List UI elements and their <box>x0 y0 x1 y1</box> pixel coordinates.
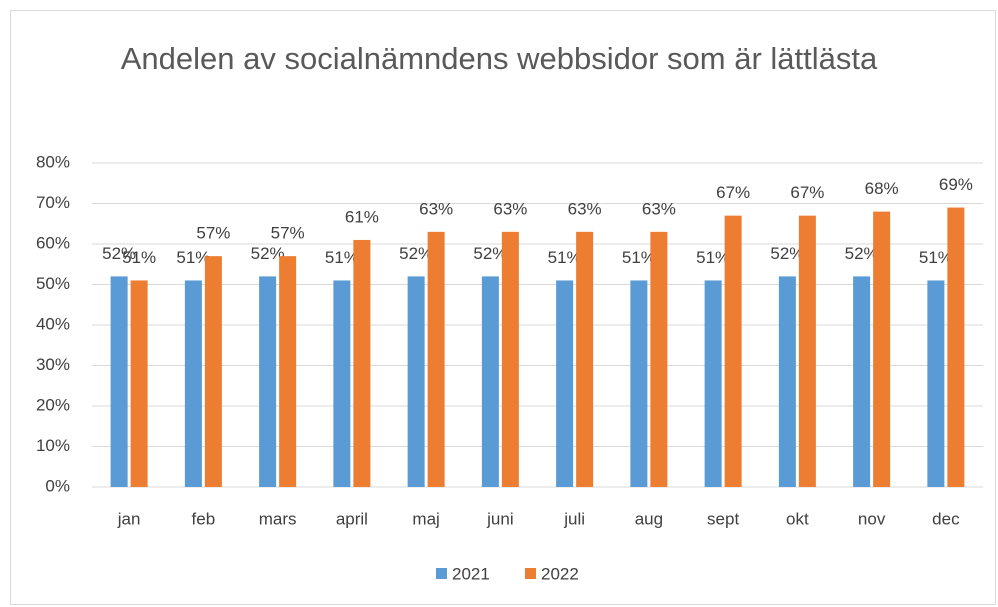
data-label: 52% <box>473 244 507 263</box>
data-label: 51% <box>548 248 582 267</box>
bar <box>279 256 297 487</box>
bar <box>501 231 519 487</box>
x-tick-label: juni <box>486 509 513 528</box>
bar <box>798 215 816 487</box>
data-label: 57% <box>271 224 305 243</box>
legend-swatch <box>436 568 447 579</box>
y-tick-label: 0% <box>45 476 70 495</box>
x-tick-label: juli <box>563 509 585 528</box>
bar <box>650 231 668 487</box>
bar <box>427 231 445 487</box>
y-tick-label: 20% <box>36 395 70 414</box>
data-label: 57% <box>196 224 230 243</box>
x-tick-label: dec <box>932 509 960 528</box>
data-label: 52% <box>102 244 136 263</box>
bar <box>947 207 965 488</box>
data-label: 51% <box>696 248 730 267</box>
data-label: 67% <box>790 183 824 202</box>
data-label: 51% <box>122 248 156 267</box>
bar <box>333 280 351 487</box>
x-tick-label: sept <box>707 509 739 528</box>
x-tick-label: feb <box>192 509 216 528</box>
bar <box>130 280 148 487</box>
bar <box>353 239 371 487</box>
y-tick-label: 50% <box>36 274 70 293</box>
data-label: 68% <box>865 179 899 198</box>
bar <box>873 211 891 487</box>
y-tick-label: 10% <box>36 436 70 455</box>
bar <box>259 276 277 487</box>
data-label: 51% <box>622 248 656 267</box>
bar <box>778 276 796 487</box>
data-label: 52% <box>770 244 804 263</box>
bar <box>184 280 202 487</box>
data-label: 52% <box>251 244 285 263</box>
bar <box>853 276 871 487</box>
bar <box>481 276 499 487</box>
data-label: 52% <box>845 244 879 263</box>
bar <box>576 231 594 487</box>
y-tick-label: 30% <box>36 355 70 374</box>
data-label: 67% <box>716 183 750 202</box>
y-tick-label: 80% <box>36 152 70 171</box>
chart-title: Andelen av socialnämndens webbsidor som … <box>120 41 878 76</box>
x-tick-label: mars <box>259 509 297 528</box>
data-label: 63% <box>568 199 602 218</box>
x-tick-label: april <box>336 509 368 528</box>
data-label: 61% <box>345 207 379 226</box>
bar <box>724 215 742 487</box>
bar <box>630 280 648 487</box>
data-label: 69% <box>939 175 973 194</box>
data-label: 52% <box>399 244 433 263</box>
bar <box>204 256 222 487</box>
data-label: 63% <box>642 199 676 218</box>
data-label: 51% <box>176 248 210 267</box>
bar <box>110 276 128 487</box>
legend-swatch <box>525 568 536 579</box>
legend-label: 2022 <box>541 564 579 583</box>
bar <box>556 280 574 487</box>
x-tick-label: jan <box>117 509 141 528</box>
x-tick-label: maj <box>412 509 439 528</box>
y-tick-label: 70% <box>36 193 70 212</box>
y-tick-label: 60% <box>36 233 70 252</box>
legend-label: 2021 <box>452 564 490 583</box>
x-tick-label: nov <box>858 509 886 528</box>
y-tick-label: 40% <box>36 314 70 333</box>
data-label: 63% <box>419 199 453 218</box>
bar <box>407 276 425 487</box>
data-label: 51% <box>325 248 359 267</box>
bar <box>927 280 945 487</box>
bar <box>704 280 722 487</box>
x-tick-label: aug <box>635 509 663 528</box>
x-tick-label: okt <box>786 509 809 528</box>
chart-border <box>10 10 996 605</box>
data-label: 63% <box>493 199 527 218</box>
data-label: 51% <box>919 248 953 267</box>
